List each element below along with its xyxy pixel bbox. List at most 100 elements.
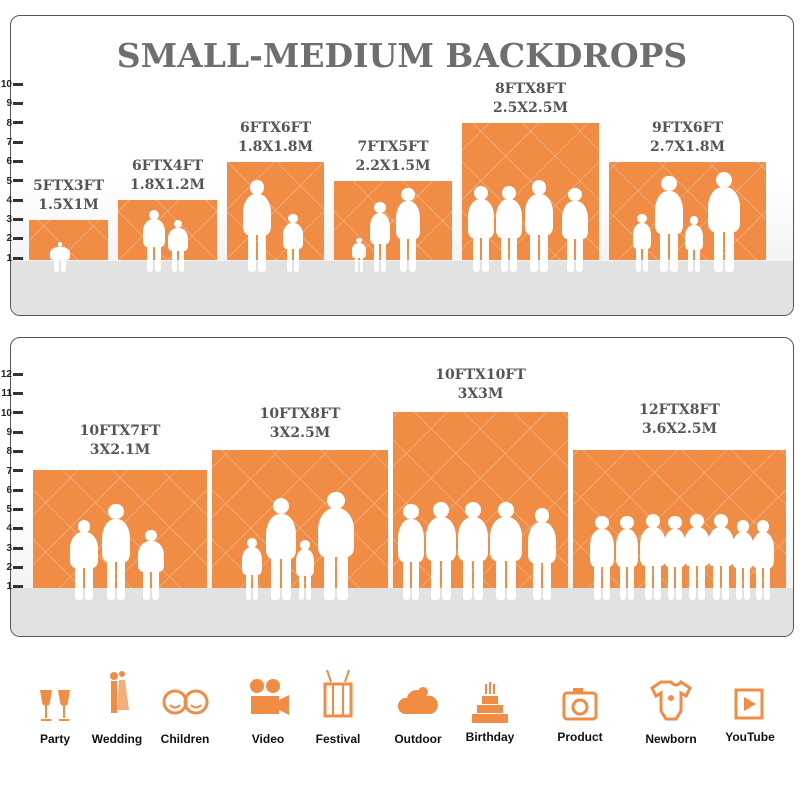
size-feet: 10FTX8FT [259,406,341,422]
scale-tick-label: 4 [6,194,12,206]
scale-tick-label: 9 [6,98,12,110]
scale-tick-label: 1 [6,581,12,593]
backdrop-6ftx6ft [227,162,324,260]
person-silhouette [655,176,683,272]
scale-tick-label: 6 [6,156,12,168]
tick-mark [13,469,23,473]
play-button-icon [725,676,775,726]
size-meters: 3.6X2.5M [641,421,718,437]
tick-mark [13,102,23,106]
film-camera-icon [243,676,293,726]
wedding-couple-icon [92,668,142,718]
tick-mark [13,160,23,164]
person-silhouette [266,498,296,600]
person-silhouette [525,180,553,272]
scale-tick-label: 4 [6,523,12,535]
person-silhouette [396,188,420,272]
scale-tick-label: 3 [6,214,12,226]
person-silhouette [633,214,651,272]
size-meters: 2.2X1.5M [355,158,431,174]
usage-label-festival: Festival [315,732,361,746]
backdrop-size-label: 7FTX5FT 2.2X1.5M [324,138,462,176]
scale-tick: 10 [0,80,23,90]
size-meters: 1.8X1.2M [129,177,206,193]
backdrop-size-label: 6FTX4FT 1.8X1.2M [108,157,227,195]
tick-mark [13,527,23,531]
tick-mark [13,430,23,434]
scale-tick-label: 5 [6,504,12,516]
scale-tick-label: 11 [1,388,12,400]
scale-tick-label: 10 [0,407,12,419]
tick-mark [13,121,23,125]
scale-tick: 2 [0,234,23,244]
tick-mark [13,256,23,260]
person-silhouette [458,502,488,600]
tick-mark [13,217,23,221]
person-silhouette [562,188,588,272]
person-silhouette [283,214,303,272]
scale-tick: 4 [0,194,23,206]
size-meters: 1.5X1M [38,197,99,213]
tick-mark [13,585,23,589]
usage-label-newborn: Newborn [645,732,697,746]
person-silhouette [318,492,354,600]
usage-label-video: Video [251,732,285,746]
person-silhouette [496,186,522,272]
person-silhouette [708,172,740,272]
person-silhouette [102,504,130,600]
usage-label-party: Party [39,732,71,746]
person-silhouette [684,514,710,600]
scale-tick: 9 [0,427,23,438]
scale-tick: 3 [0,543,23,554]
baby-onesie-icon [646,676,696,726]
person-silhouette [664,516,686,600]
person-silhouette [243,180,271,272]
size-meters: 3X2.5M [269,425,331,441]
scale-tick: 6 [0,157,23,167]
usage-label-wedding: Wedding [91,732,143,746]
person-silhouette [370,202,390,272]
person-silhouette [352,238,366,272]
person-silhouette [685,216,703,272]
size-meters: 1.8X1.8M [237,139,314,155]
person-silhouette [50,242,70,272]
person-silhouette [70,520,98,600]
floor [11,588,793,636]
scale-tick-label: 5 [6,175,12,187]
scale-tick: 1 [0,582,23,592]
backdrop-size-label: 9FTX6FT 2.7X1.8M [599,119,776,157]
person-silhouette [426,502,456,600]
scale-tick-label: 1 [6,252,12,264]
scale-tick-label: 7 [6,465,12,477]
person-silhouette [468,186,494,272]
person-silhouette [490,502,522,600]
scale-tick-label: 8 [6,446,12,458]
scale-tick: 9 [0,99,23,109]
person-silhouette [398,504,424,600]
camera-icon [555,676,605,726]
size-feet: 12FTX8FT [639,402,720,418]
scale-tick: 7 [0,465,23,477]
size-meters: 3X2.1M [89,442,151,458]
tick-mark [13,507,23,511]
backdrop-6ftx4ft [118,200,217,260]
size-feet: 5FTX3FT [32,178,105,194]
scale-tick: 8 [0,118,23,129]
person-silhouette [528,508,556,600]
size-meters: 2.5X2.5M [492,100,569,116]
size-meters: 2.7X1.8M [649,139,726,155]
tick-mark [13,372,23,376]
size-feet: 9FTX6FT [651,120,724,136]
tick-mark [13,198,23,202]
person-silhouette [640,514,666,600]
size-meters: 3X3M [457,386,504,402]
scale-tick-label: 7 [6,136,12,148]
size-feet: 10FTX7FT [79,423,161,439]
tick-mark [13,392,23,396]
gift-box-icon [313,668,363,718]
person-silhouette [752,520,774,600]
usage-label-outdoor: Outdoor [394,732,442,746]
person-silhouette [296,540,314,600]
tick-mark [13,179,23,183]
scale-tick: 6 [0,485,23,496]
